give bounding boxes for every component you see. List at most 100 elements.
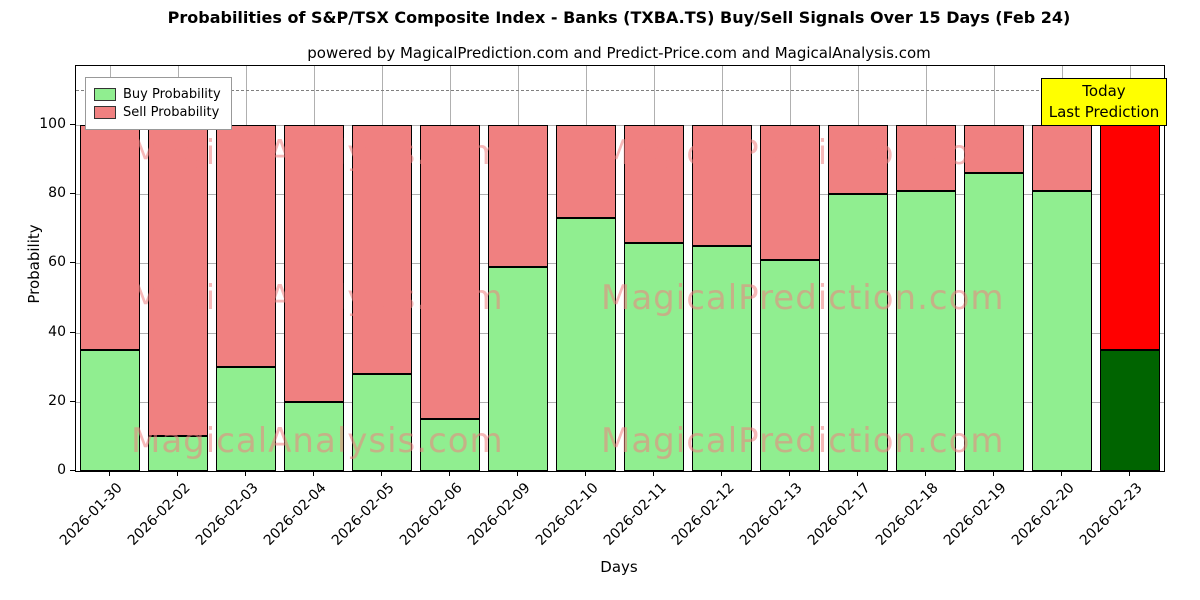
legend-label-sell: Sell Probability [123, 105, 220, 120]
y-tick-label: 80 [48, 185, 66, 202]
gridline-horizontal [76, 332, 1164, 334]
x-tick-label-text: 2026-02-06 [396, 480, 466, 549]
x-tick-mark [1061, 471, 1062, 476]
x-tick-mark [1129, 471, 1130, 476]
x-tick-label-text: 2026-02-03 [192, 480, 262, 549]
bar-segment-sell [828, 124, 888, 195]
bar-segment-buy [964, 173, 1024, 471]
gridline-horizontal [76, 471, 1164, 472]
gridline-horizontal [76, 194, 1164, 196]
bar-segment-buy [624, 242, 684, 471]
gridline-horizontal [76, 263, 1164, 265]
watermark-text: MagicalPrediction.com [601, 278, 1005, 318]
y-tick-mark [70, 331, 75, 333]
y-tick-label: 100 [39, 115, 66, 132]
legend-label-buy: Buy Probability [123, 87, 221, 102]
bar-segment-sell [556, 124, 616, 219]
y-tick-label: 60 [48, 254, 66, 271]
legend: Buy Probability Sell Probability [85, 77, 232, 130]
bar-segment-buy [556, 218, 616, 471]
bar-segment-sell [352, 124, 412, 375]
legend-item-buy: Buy Probability [94, 87, 221, 102]
bar-segment-sell [624, 124, 684, 243]
x-tick-label-text: 2026-02-11 [600, 480, 670, 549]
x-tick-mark [653, 471, 654, 476]
x-tick-mark [925, 471, 926, 476]
x-axis-label: Days [600, 558, 638, 576]
bar-segment-sell [148, 124, 208, 437]
x-tick-mark [857, 471, 858, 476]
x-tick-label-text: 2026-02-13 [736, 480, 806, 549]
x-tick-label-text: 2026-02-12 [668, 480, 738, 549]
x-tick-mark [109, 471, 110, 476]
bar-segment-buy [284, 401, 344, 471]
x-tick-label-text: 2026-01-30 [56, 480, 126, 549]
gridline-horizontal [76, 401, 1164, 403]
bar-segment-buy [692, 246, 752, 471]
bar-segment-sell [1032, 124, 1092, 191]
gridline-horizontal [76, 124, 1164, 126]
bar-segment-buy [488, 266, 548, 471]
x-tick-label-text: 2026-02-10 [532, 480, 602, 549]
bar-segment-sell [488, 124, 548, 267]
y-tick-label: 40 [48, 323, 66, 340]
x-tick-mark [517, 471, 518, 476]
chart-subtitle: powered by MagicalPrediction.com and Pre… [307, 44, 931, 62]
bar-segment-buy [828, 194, 888, 471]
chart-title: Probabilities of S&P/TSX Composite Index… [167, 8, 1071, 27]
bar-segment-sell [1100, 124, 1160, 350]
x-tick-label-text: 2026-02-17 [804, 480, 874, 549]
dashed-threshold-line [76, 90, 1164, 92]
bar-segment-sell [692, 124, 752, 246]
plot-area: MagicalAnalysis.com MagicalPrediction.com… [75, 65, 1165, 472]
x-tick-mark [721, 471, 722, 476]
bar-segment-sell [284, 124, 344, 402]
x-tick-label-text: 2026-02-18 [872, 480, 942, 549]
bar-segment-sell [896, 124, 956, 191]
today-annotation: Today Last Prediction [1041, 78, 1167, 126]
x-tick-mark [993, 471, 994, 476]
x-tick-mark [789, 471, 790, 476]
legend-item-sell: Sell Probability [94, 105, 221, 120]
bar-segment-sell [964, 124, 1024, 174]
x-tick-mark [381, 471, 382, 476]
x-tick-label-text: 2026-02-19 [940, 480, 1010, 549]
bar-segment-buy [148, 436, 208, 471]
y-tick-mark [70, 193, 75, 195]
watermark-text: MagicalAnalysis.com [131, 421, 504, 461]
bar-segment-buy [420, 419, 480, 471]
legend-swatch-sell [94, 106, 116, 119]
bar-segment-sell [80, 124, 140, 350]
bar-segment-buy [896, 190, 956, 471]
legend-swatch-buy [94, 88, 116, 101]
bar-segment-buy [760, 259, 820, 471]
watermark-text: MagicalPrediction.com [601, 133, 1005, 173]
today-annotation-line2: Last Prediction [1048, 103, 1160, 121]
x-tick-label-text: 2026-02-20 [1008, 480, 1078, 549]
watermark-text: MagicalAnalysis.com [131, 278, 504, 318]
x-tick-label-text: 2026-02-04 [260, 480, 330, 549]
watermark-text: MagicalAnalysis.com [131, 133, 504, 173]
bar-segment-buy [1100, 349, 1160, 471]
x-tick-mark [313, 471, 314, 476]
y-tick-label: 20 [48, 392, 66, 409]
today-annotation-line1: Today [1082, 82, 1126, 100]
x-tick-mark [177, 471, 178, 476]
y-tick-mark [70, 470, 75, 471]
y-tick-mark [70, 123, 75, 125]
bar-segment-sell [760, 124, 820, 260]
x-tick-mark [449, 471, 450, 476]
y-tick-mark [70, 262, 75, 264]
x-tick-label-text: 2026-02-09 [464, 480, 534, 549]
x-tick-mark [245, 471, 246, 476]
bar-segment-buy [216, 367, 276, 471]
watermark-text: MagicalPrediction.com [601, 421, 1005, 461]
bar-segment-buy [80, 349, 140, 471]
x-tick-mark [585, 471, 586, 476]
x-tick-label-text: 2026-02-23 [1076, 480, 1146, 549]
bar-segment-sell [216, 124, 276, 368]
bar-segment-sell [420, 124, 480, 420]
bar-segment-buy [352, 374, 412, 471]
x-tick-label-text: 2026-02-05 [328, 480, 398, 549]
